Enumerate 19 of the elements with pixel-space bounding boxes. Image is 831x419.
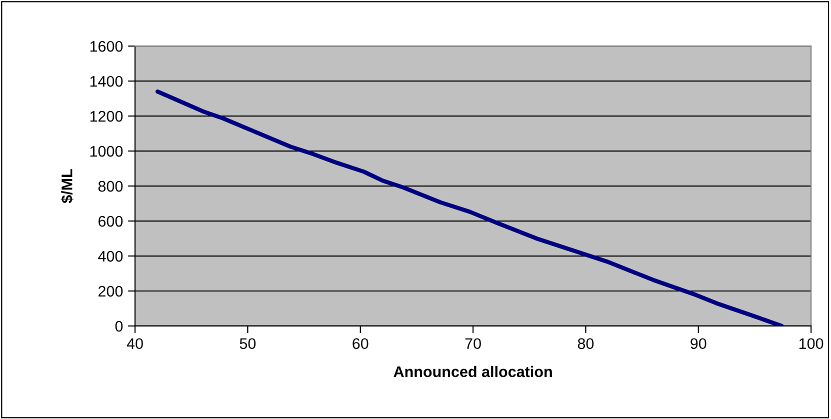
x-tick-label: 50 [240,338,256,350]
x-tick-label: 40 [126,338,143,350]
x-tick-label: 70 [465,338,481,350]
y-tick-label: 1200 [90,110,123,122]
y-tick-label: 1000 [90,146,123,157]
y-tick-label: 0 [115,320,123,332]
x-axis-title: Announced allocation [394,366,552,378]
x-tick-label: 100 [799,338,824,350]
y-tick-label: 200 [98,286,123,297]
line-series [155,89,784,326]
x-tick-label: 90 [690,338,706,350]
y-tick-label: 1400 [90,76,123,87]
y-tick-label: 1600 [90,40,123,52]
x-tick-label: 80 [578,338,594,350]
y-axis-title: $/ML [60,169,74,204]
x-tick-label: 60 [352,338,368,350]
y-tick-label: 600 [98,216,123,227]
y-tick-label: 800 [98,180,123,192]
y-tick-label: 400 [98,250,123,262]
